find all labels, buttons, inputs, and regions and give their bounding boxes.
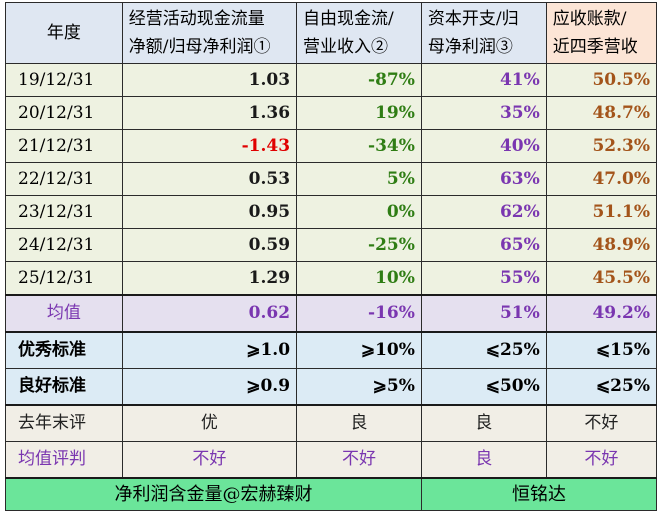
last-year-eval-fcf: 良 (296, 404, 422, 442)
table-row: 20/12/31 1.36 19% 35% 48.7% (5, 96, 657, 130)
header-fcf-line2: 营业收入② (303, 37, 389, 57)
average-judgement-fcf: 不好 (296, 441, 422, 479)
table-row: 25/12/31 1.29 10% 55% 45.5% (5, 261, 657, 296)
excellent-standard-row: 优秀标准 ⩾1.0 ⩾10% ⩽25% ⩽15% (5, 331, 657, 369)
header-row: 年度 经营活动现金流量 净额/归母净利润① 自由现金流/ 营业收入② 资本开支/… (5, 2, 657, 64)
excellent-fcf-ratio: ⩾10% (296, 331, 422, 369)
capex-ratio-cell: 41% (420, 63, 547, 97)
table-row: 21/12/31 -1.43 -34% 40% 52.3% (5, 129, 657, 163)
excellent-capex-ratio: ⩽25% (420, 331, 547, 369)
ocf-ratio-cell: 1.29 (121, 261, 298, 296)
header-ocf-ratio: 经营活动现金流量 净额/归母净利润① (121, 2, 298, 64)
ocf-ratio-cell: -1.43 (121, 129, 298, 163)
last-year-eval-capex: 良 (420, 404, 547, 442)
last-year-eval-receivable: 不好 (545, 404, 657, 442)
excellent-receivable-ratio: ⩽15% (545, 331, 657, 369)
average-fcf-ratio: -16% (296, 294, 422, 333)
header-receivable-line2: 近四季营收 (552, 37, 638, 57)
average-receivable-ratio: 49.2% (545, 294, 657, 333)
capex-ratio-cell: 35% (420, 96, 547, 130)
cash-quality-table: 年度 经营活动现金流量 净额/归母净利润① 自由现金流/ 营业收入② 资本开支/… (5, 2, 657, 511)
last-year-eval-row: 去年末评 优 良 良 不好 (5, 404, 657, 442)
average-ocf-ratio: 0.62 (121, 294, 298, 333)
receivable-ratio-cell: 47.0% (545, 162, 657, 196)
fcf-ratio-cell: -87% (296, 63, 422, 97)
capex-ratio-cell: 63% (420, 162, 547, 196)
header-ocf-line1: 经营活动现金流量 (128, 9, 265, 29)
header-capex-line2: 母净利润③ (427, 37, 513, 57)
excellent-ocf-ratio: ⩾1.0 (121, 331, 298, 369)
year-cell: 24/12/31 (5, 228, 123, 262)
average-row: 均值 0.62 -16% 51% 49.2% (5, 294, 657, 333)
year-cell: 21/12/31 (5, 129, 123, 163)
average-judgement-ocf: 不好 (121, 441, 298, 479)
good-standard-label: 良好标准 (5, 368, 123, 406)
header-receivable-ratio: 应收账款/ 近四季营收 (545, 2, 657, 64)
average-judgement-row: 均值评判 不好 不好 良 不好 (5, 441, 657, 479)
header-ocf-line2: 净额/归母净利润① (128, 37, 271, 57)
last-year-eval-label: 去年末评 (5, 404, 123, 442)
year-cell: 23/12/31 (5, 195, 123, 229)
year-cell: 22/12/31 (5, 162, 123, 196)
fcf-ratio-cell: -34% (296, 129, 422, 163)
average-judgement-receivable: 不好 (545, 441, 657, 479)
ocf-ratio-cell: 0.59 (121, 228, 298, 262)
table-row: 19/12/31 1.03 -87% 41% 50.5% (5, 63, 657, 97)
receivable-ratio-cell: 52.3% (545, 129, 657, 163)
good-ocf-ratio: ⩾0.9 (121, 368, 298, 406)
header-fcf-ratio: 自由现金流/ 营业收入② (296, 2, 422, 64)
year-cell: 19/12/31 (5, 63, 123, 97)
capex-ratio-cell: 65% (420, 228, 547, 262)
fcf-ratio-cell: 10% (296, 261, 422, 296)
average-judgement-capex: 良 (420, 441, 547, 479)
fcf-ratio-cell: 0% (296, 195, 422, 229)
footer-company: 恒铭达 (420, 477, 657, 511)
receivable-ratio-cell: 50.5% (545, 63, 657, 97)
excellent-standard-label: 优秀标准 (5, 331, 123, 369)
table-row: 24/12/31 0.59 -25% 65% 48.9% (5, 228, 657, 262)
average-judgement-label: 均值评判 (5, 441, 123, 479)
table-row: 23/12/31 0.95 0% 62% 51.1% (5, 195, 657, 229)
receivable-ratio-cell: 48.9% (545, 228, 657, 262)
year-cell: 25/12/31 (5, 261, 123, 296)
ocf-ratio-cell: 1.03 (121, 63, 298, 97)
average-label: 均值 (5, 294, 123, 333)
header-capex-ratio: 资本开支/归 母净利润③ (420, 2, 547, 64)
fcf-ratio-cell: 19% (296, 96, 422, 130)
good-fcf-ratio: ⩾5% (296, 368, 422, 406)
receivable-ratio-cell: 51.1% (545, 195, 657, 229)
good-standard-row: 良好标准 ⩾0.9 ⩾5% ⩽50% ⩽25% (5, 368, 657, 406)
capex-ratio-cell: 40% (420, 129, 547, 163)
footer-row: 净利润含金量@宏赫臻财 恒铭达 (5, 477, 657, 511)
average-capex-ratio: 51% (420, 294, 547, 333)
ocf-ratio-cell: 0.53 (121, 162, 298, 196)
header-capex-line1: 资本开支/归 (427, 9, 519, 29)
header-year: 年度 (5, 2, 123, 64)
footer-source: 净利润含金量@宏赫臻财 (5, 477, 422, 511)
fcf-ratio-cell: -25% (296, 228, 422, 262)
good-receivable-ratio: ⩽25% (545, 368, 657, 406)
ocf-ratio-cell: 1.36 (121, 96, 298, 130)
header-fcf-line1: 自由现金流/ (303, 9, 394, 29)
ocf-ratio-cell: 0.95 (121, 195, 298, 229)
table-row: 22/12/31 0.53 5% 63% 47.0% (5, 162, 657, 196)
receivable-ratio-cell: 45.5% (545, 261, 657, 296)
capex-ratio-cell: 62% (420, 195, 547, 229)
header-receivable-line1: 应收账款/ (552, 9, 627, 29)
fcf-ratio-cell: 5% (296, 162, 422, 196)
year-cell: 20/12/31 (5, 96, 123, 130)
last-year-eval-ocf: 优 (121, 404, 298, 442)
receivable-ratio-cell: 48.7% (545, 96, 657, 130)
capex-ratio-cell: 55% (420, 261, 547, 296)
good-capex-ratio: ⩽50% (420, 368, 547, 406)
